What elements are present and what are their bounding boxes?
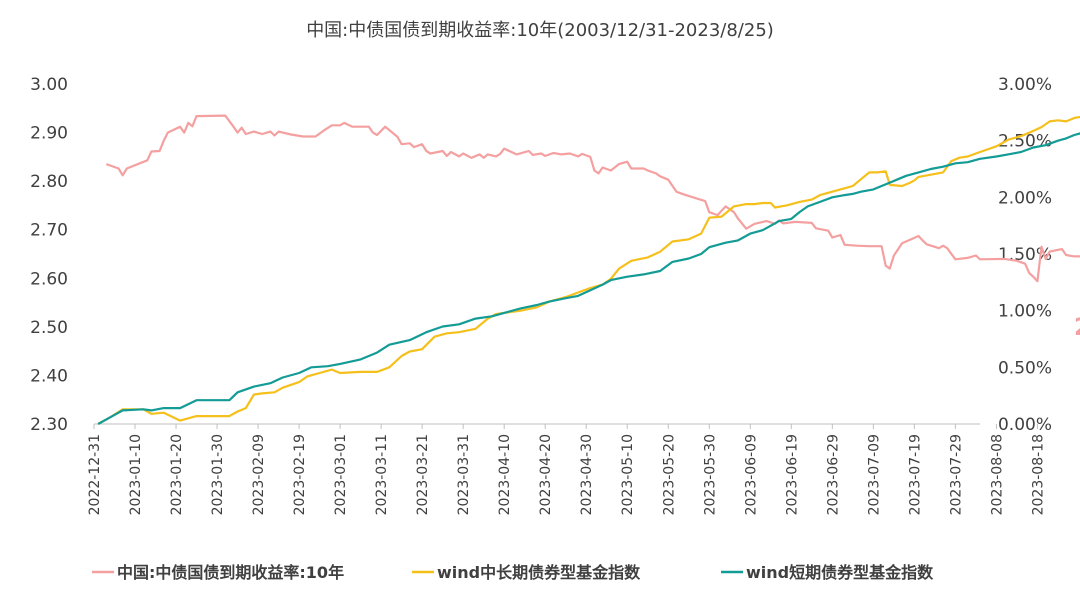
- x-tick-label: 2023-08-18: [1030, 434, 1046, 515]
- legend-label: wind短期债券型基金指数: [746, 563, 934, 582]
- x-tick-label: 2023-07-29: [948, 434, 964, 515]
- end-labels: 2.57022.79%2.44%: [1074, 313, 1080, 341]
- x-tick-label: 2023-04-30: [579, 434, 595, 515]
- x-tick-label: 2023-05-20: [661, 434, 677, 515]
- x-tick-label: 2023-04-10: [497, 434, 513, 515]
- x-tick-label: 2023-08-08: [989, 434, 1005, 515]
- x-tick-label: 2023-01-10: [128, 434, 144, 515]
- y-right-tick-label: 1.00%: [998, 302, 1052, 322]
- x-tick-label: 2023-03-21: [415, 434, 431, 515]
- y-right-tick-label: 3.00%: [998, 75, 1052, 95]
- x-tick-label: 2023-03-11: [374, 434, 390, 515]
- x-tick-label: 2023-07-19: [907, 434, 923, 515]
- x-tick-label: 2023-02-19: [292, 434, 308, 515]
- x-tick-label: 2023-06-09: [743, 434, 759, 515]
- x-tick-label: 2022-12-31: [87, 434, 103, 515]
- x-tick-label: 2023-03-01: [333, 434, 349, 515]
- x-tick-label: 2023-01-30: [210, 434, 226, 515]
- x-axis: 2022-12-31 2023-01-10 2023-01-20 2023-01-30…: [87, 423, 1046, 515]
- y-left-tick-label: 2.50: [30, 318, 68, 338]
- series-end-label-0: 2.5702: [1074, 313, 1080, 341]
- x-tick-label: 2023-07-09: [866, 434, 882, 515]
- x-tick-label: 2023-05-10: [620, 434, 636, 515]
- x-tick-label: 2023-01-20: [169, 434, 185, 515]
- x-tick-label: 2023-06-19: [784, 434, 800, 515]
- x-tick-label: 2023-03-31: [456, 434, 472, 515]
- series-line-0: [105, 114, 1080, 283]
- y-left-tick-label: 2.70: [30, 221, 68, 241]
- y-left-axis: 2.30 2.40 2.50 2.60 2.70 2.80 2.90 3.00: [30, 75, 68, 435]
- y-left-tick-label: 2.40: [30, 366, 68, 386]
- series-line-1: [97, 115, 1080, 425]
- x-tick-label: 2023-04-20: [538, 434, 554, 515]
- y-right-tick-label: 2.00%: [998, 188, 1052, 208]
- x-tick-label: 2023-06-29: [825, 434, 841, 515]
- series-line-2: [97, 132, 1080, 425]
- y-left-tick-label: 2.30: [30, 415, 68, 435]
- y-left-tick-label: 2.80: [30, 172, 68, 192]
- y-right-tick-label: 0.00%: [998, 415, 1052, 435]
- series-layer: [97, 114, 1080, 425]
- chart-title: 中国:中债国债到期收益率:10年(2003/12/31-2023/8/25): [306, 20, 774, 41]
- y-left-tick-label: 2.90: [30, 124, 68, 144]
- legend-label: wind中长期债券型基金指数: [437, 563, 641, 582]
- x-tick-label: 2023-05-30: [702, 434, 718, 515]
- legend: 中国:中债国债到期收益率:10年 wind中长期债券型基金指数 wind短期债券型基…: [92, 563, 934, 582]
- y-left-tick-label: 3.00: [30, 75, 68, 95]
- x-tick-label: 2023-02-09: [251, 434, 267, 515]
- y-right-tick-label: 0.50%: [998, 358, 1052, 378]
- legend-label: 中国:中债国债到期收益率:10年: [117, 563, 344, 582]
- y-left-tick-label: 2.60: [30, 269, 68, 289]
